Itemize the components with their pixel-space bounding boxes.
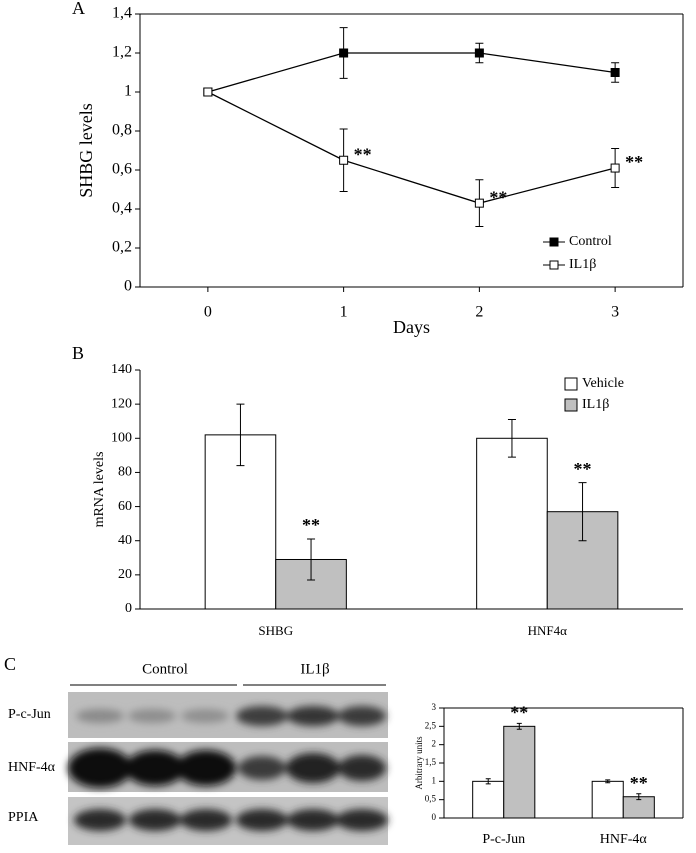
point	[339, 48, 349, 58]
legend-marker	[549, 260, 559, 270]
error-bar	[605, 779, 611, 784]
significance: **	[574, 459, 592, 479]
y-tick-label: 1,5	[425, 757, 437, 767]
x-tick-label: 3	[611, 304, 619, 321]
blot: Control IL1β P-c-Jun HNF-4α PPIA	[8, 661, 388, 845]
y-tick-label: 2,5	[425, 720, 437, 730]
x-tick-label: 1	[340, 304, 348, 321]
x-tick-label: HNF4α	[528, 623, 568, 638]
point	[474, 198, 484, 208]
y-tick-label: 3	[432, 702, 437, 712]
y-tick-label: 120	[111, 396, 132, 411]
y-tick-label: 20	[118, 567, 132, 582]
x-axis-label: Days	[393, 317, 430, 337]
error-bar	[485, 778, 491, 785]
x-tick-label: 2	[475, 304, 483, 321]
point	[339, 155, 349, 165]
legend-marker	[549, 237, 559, 247]
y-tick-label: 80	[118, 465, 132, 480]
y-tick-label: 1,4	[112, 5, 132, 22]
series-line	[207, 91, 616, 204]
point	[474, 48, 484, 58]
error-bar	[636, 793, 642, 801]
bar	[476, 437, 548, 610]
y-axis-label: mRNA levels	[92, 452, 107, 528]
panel-label: C	[4, 654, 16, 674]
x-tick-label: HNF-4α	[600, 832, 648, 847]
group-label: IL1β	[300, 661, 329, 677]
y-tick-label: 1	[432, 775, 437, 785]
y-tick-label: 0	[124, 278, 132, 295]
group-label: Control	[142, 661, 188, 677]
significance: **	[489, 187, 507, 207]
y-tick-label: 60	[118, 499, 132, 514]
y-tick-label: 2	[432, 739, 437, 749]
legend-label: Vehicle	[582, 376, 624, 391]
legend-label: Control	[569, 234, 612, 249]
point	[203, 87, 213, 97]
error-bar	[578, 482, 587, 542]
point	[610, 163, 620, 173]
y-tick-label: 0,6	[112, 161, 132, 178]
error-bar	[507, 419, 516, 458]
y-tick-label: 40	[118, 533, 132, 548]
error-bar	[236, 403, 245, 467]
legend-label: IL1β	[582, 397, 609, 412]
error-bar	[307, 538, 316, 581]
x-tick-label: 0	[204, 304, 212, 321]
x-tick-label: SHBG	[258, 623, 293, 638]
y-axis-label: SHBG levels	[76, 103, 96, 198]
legend-label: IL1β	[569, 257, 596, 272]
row-label: HNF-4α	[8, 760, 56, 775]
y-tick-label: 0	[125, 601, 132, 616]
bar	[472, 780, 505, 819]
y-axis-label: Arbitrary units	[414, 736, 424, 790]
significance: **	[625, 152, 643, 172]
error-bar	[516, 722, 522, 730]
y-tick-label: 1,2	[112, 44, 132, 61]
row-label: P-c-Jun	[8, 707, 51, 722]
y-tick-label: 1	[124, 83, 132, 100]
y-tick-label: 0,8	[112, 122, 132, 139]
series-line	[207, 52, 616, 93]
y-tick-label: 140	[111, 362, 132, 377]
row-label: PPIA	[8, 810, 39, 825]
significance: **	[354, 144, 372, 164]
bands	[68, 706, 388, 831]
y-tick-label: 0,2	[112, 239, 132, 256]
y-tick-label: 0,5	[425, 794, 437, 804]
y-tick-label: 0,4	[112, 200, 132, 217]
significance: **	[302, 515, 320, 535]
x-tick-label: P-c-Jun	[482, 832, 525, 847]
legend-swatch	[564, 398, 578, 412]
y-tick-label: 100	[111, 431, 132, 446]
bar	[591, 780, 624, 819]
y-tick-label: 0	[432, 812, 437, 822]
panel-label: A	[72, 0, 85, 18]
significance: **	[630, 773, 648, 793]
significance: **	[510, 703, 528, 723]
bar	[503, 725, 536, 819]
panel-label: B	[72, 343, 84, 363]
legend-swatch	[564, 377, 578, 391]
point	[610, 68, 620, 77]
